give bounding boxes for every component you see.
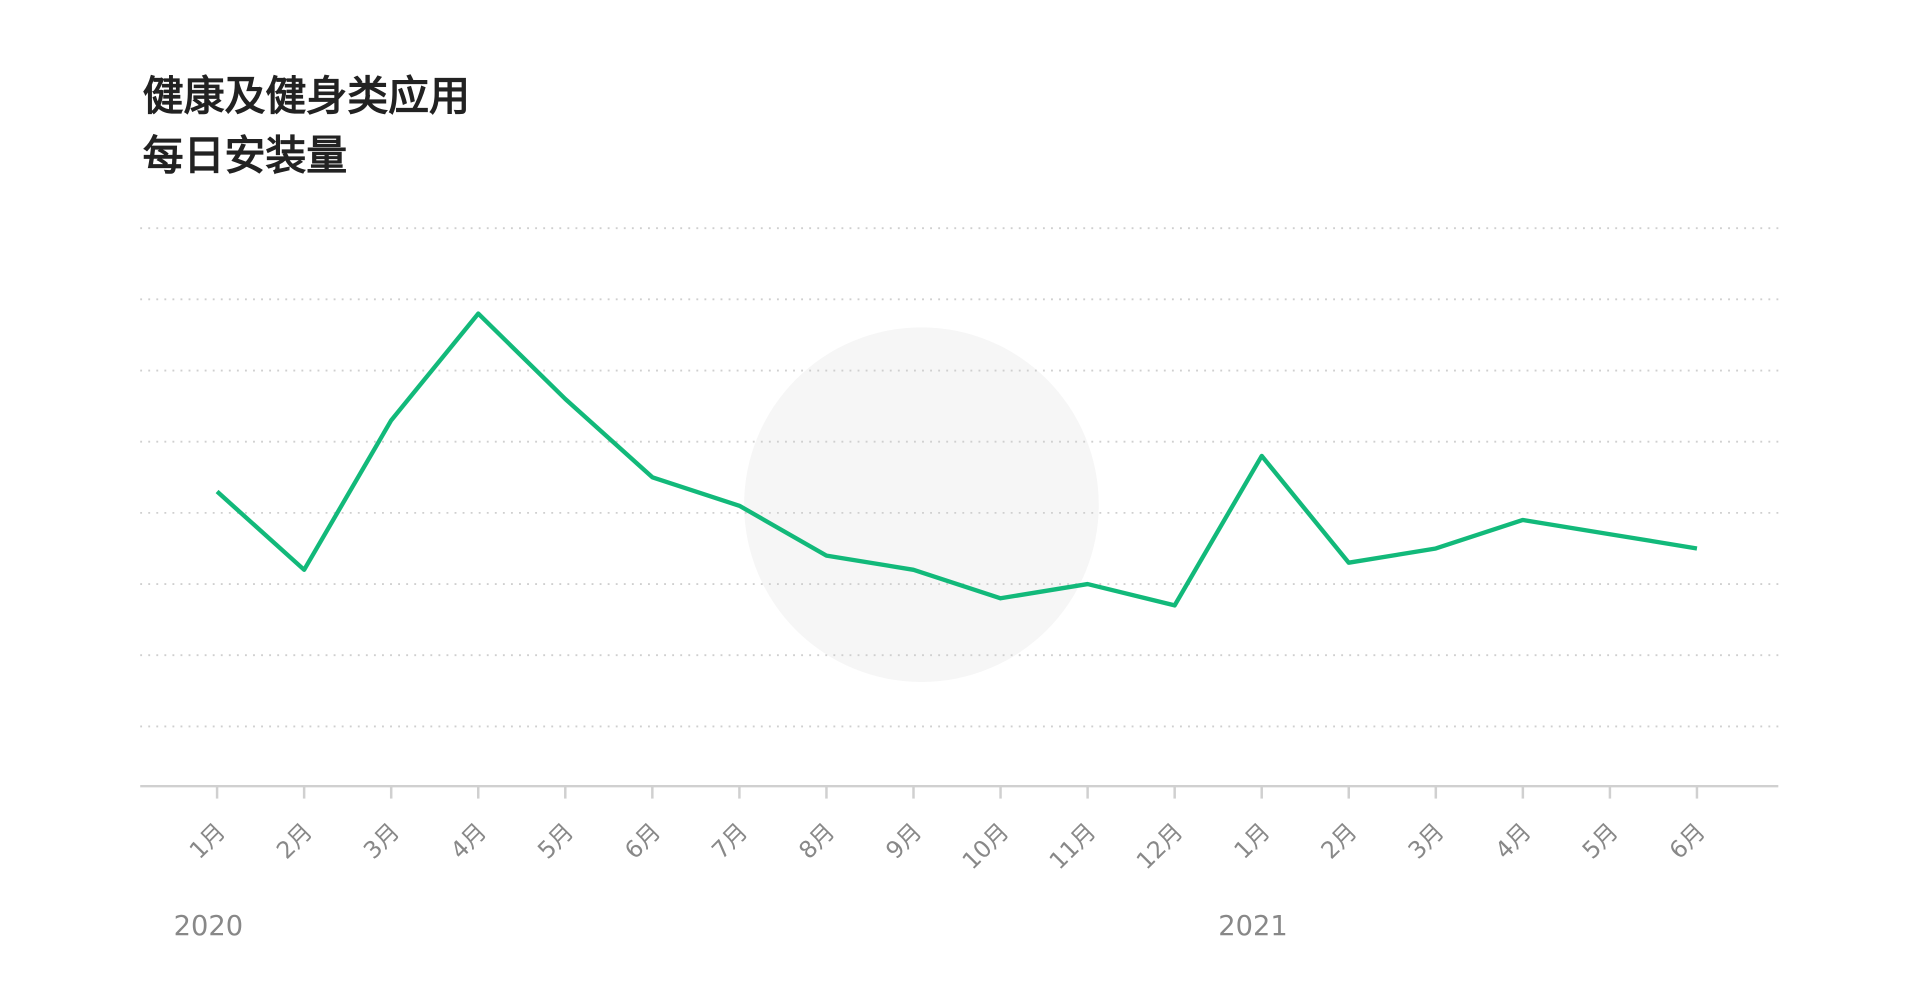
x-tick-label: 3月	[358, 817, 405, 864]
x-tick-label: 6月	[619, 817, 666, 864]
x-tick-label: 8月	[793, 817, 840, 864]
x-tick-label: 1月	[184, 817, 231, 864]
x-tick-label: 7月	[706, 817, 753, 864]
x-tick-label: 1月	[1228, 817, 1275, 864]
x-tick-label: 2月	[1316, 817, 1363, 864]
x-tick-label: 11月	[1044, 817, 1102, 875]
x-tick-label: 10月	[957, 817, 1015, 875]
x-tick-label: 9月	[880, 817, 927, 864]
chart-title: 每日安装量	[143, 132, 348, 180]
line	[215, 311, 1698, 608]
x-tick-label: 2月	[271, 817, 318, 864]
x-tick-label: 4月	[1490, 817, 1537, 864]
x-tick-label: 4月	[445, 817, 492, 864]
x-tick-label: 12月	[1131, 817, 1189, 875]
x-tick-label: 6月	[1664, 817, 1711, 864]
x-group-label: 2020	[174, 911, 243, 942]
x-tick-label: 3月	[1403, 817, 1450, 864]
x-group-label: 2021	[1218, 911, 1287, 942]
x-tick-label: 5月	[1577, 817, 1624, 864]
chart-title: 健康及健身类应用	[143, 72, 470, 120]
x-tick-label: 5月	[532, 817, 579, 864]
watermark	[744, 327, 1099, 683]
